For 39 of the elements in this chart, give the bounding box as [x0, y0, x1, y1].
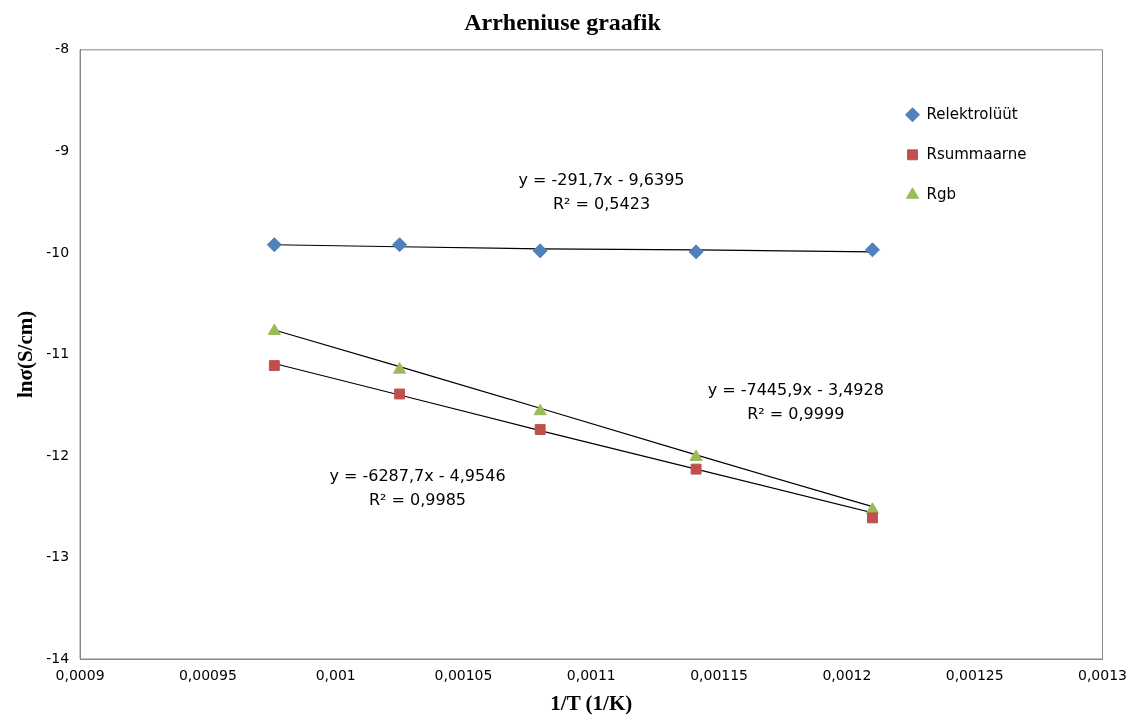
annotation: y = -291,7x - 9,6395 R² = 0,5423 [518, 170, 685, 214]
point [533, 403, 547, 416]
x-tick-label: 0,0009 [55, 667, 105, 684]
point [394, 388, 406, 400]
point [267, 323, 281, 336]
annotation: y = -6287,7x - 4,9546 R² = 0,9985 [329, 465, 506, 509]
x-axis-title: 1/T (1/K) [550, 690, 633, 715]
legend-label: Rsummaarne [926, 144, 1027, 163]
x-tick-label: 0,00125 [945, 667, 1004, 684]
x-tick-label: 0,00115 [690, 667, 749, 684]
point [864, 242, 880, 258]
x-tick-label: 0,00095 [178, 667, 237, 684]
point [268, 360, 280, 372]
point [534, 424, 546, 435]
y-tick-label: -8 [55, 40, 70, 57]
annotation: y = -7445,9x - 3,4928 R² = 0,9999 [707, 380, 884, 424]
point [867, 512, 878, 524]
x-tick-label: 0,0011 [566, 667, 616, 684]
y-tick-label: -14 [46, 649, 70, 666]
point [393, 362, 407, 374]
point [688, 244, 704, 260]
point [266, 237, 282, 253]
y-tick-label: -11 [46, 345, 70, 362]
point [392, 237, 408, 253]
x-tick-label: 0,00105 [434, 667, 493, 684]
chart-title: Arrheniuse graafik [464, 8, 662, 35]
legend-label: Rgb [926, 184, 956, 203]
y-tick-label: -10 [46, 243, 70, 260]
y-tick-label: -13 [46, 548, 70, 565]
point [532, 243, 548, 259]
y-axis-title: lnσ(S/cm) [13, 310, 38, 399]
legend-label: Relektrolüüt [926, 104, 1018, 123]
point [689, 449, 703, 461]
x-tick-label: 0,0013 [1078, 667, 1128, 684]
x-tick-label: 0,001 [315, 667, 356, 684]
x-tick-label: 0,0012 [822, 667, 872, 684]
y-tick-label: -12 [46, 446, 70, 463]
point [690, 463, 702, 475]
y-tick-label: -9 [55, 141, 70, 158]
